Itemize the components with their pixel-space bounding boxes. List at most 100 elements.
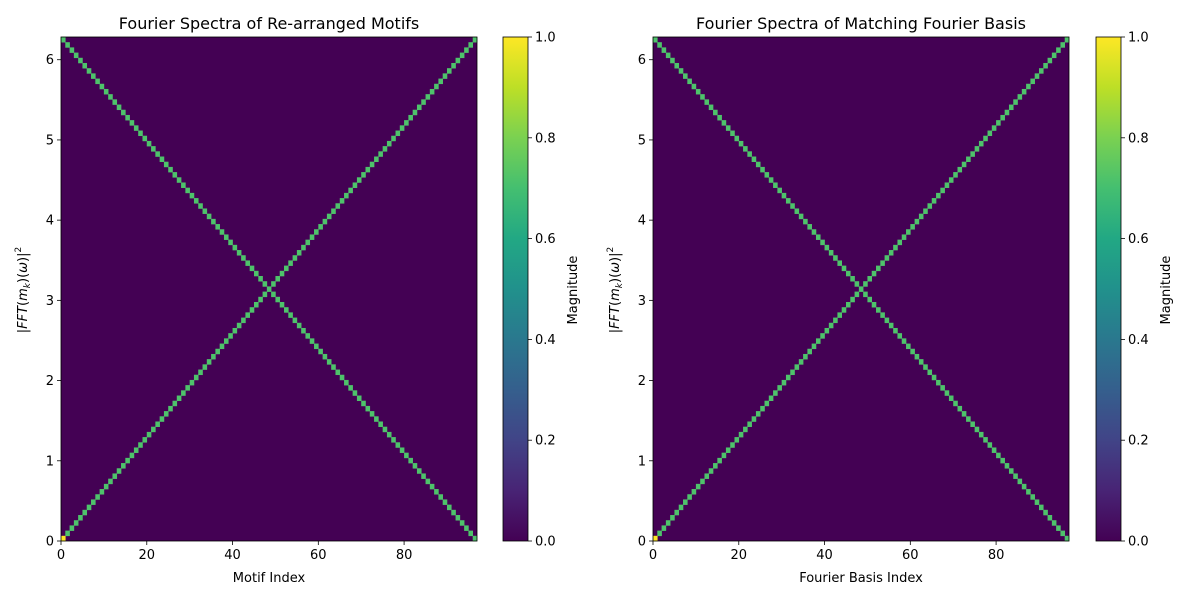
right-heatmap-cell — [948, 395, 954, 402]
right-heatmap-cell — [1056, 525, 1061, 531]
right-x-axis: 0 20 40 60 80 — [649, 541, 1005, 563]
left-colorbar-tick-label: 0.0 — [535, 535, 556, 550]
left-colorbar-frame — [502, 36, 529, 542]
right-heatmap-cell — [880, 312, 885, 318]
right-heatmap-cell — [713, 463, 718, 469]
left-heatmap-cell — [438, 78, 443, 85]
left-heatmap-cell — [228, 333, 233, 339]
left-y-axis: 0 1 2 3 4 5 6 — [46, 53, 61, 550]
left-y-tick-label: 5 — [46, 133, 54, 148]
left-y-tick-label: 4 — [46, 214, 54, 229]
right-heatmap-cell — [815, 234, 821, 240]
left-colorbar-tick-label: 0.8 — [535, 131, 556, 146]
left-colorbar-tick-label: 0.2 — [535, 434, 556, 449]
right-heatmap-cell — [691, 83, 697, 90]
left-heatmap-cell — [339, 198, 345, 204]
left-colorbar-label: Magnitude — [566, 256, 581, 325]
left-heatmap-cell — [391, 135, 396, 142]
left-heatmap-cell — [163, 411, 169, 417]
left-heatmap-cell — [185, 187, 190, 194]
right-heatmap-cell — [936, 379, 941, 386]
right-heatmap-cell — [957, 166, 963, 173]
left-heatmap-cell — [464, 47, 469, 53]
left-heatmap-cell — [382, 146, 388, 152]
right-heatmap-cell — [996, 120, 1001, 126]
left-heatmap-cell — [206, 213, 212, 220]
left-heatmap-cell — [133, 447, 139, 453]
right-heatmap-cell — [824, 244, 830, 251]
right-heatmap-cell — [845, 270, 851, 277]
right-heatmap-cell — [910, 348, 915, 355]
right-heatmap-cell — [991, 125, 997, 131]
left-heatmap-cell — [103, 483, 109, 490]
right-heatmap-cell — [653, 37, 658, 43]
left-heatmap-cell — [223, 234, 229, 240]
left-heatmap-cell — [163, 161, 169, 168]
left-heatmap-cell — [69, 525, 75, 531]
right-colorbar: 0.0 0.2 0.4 0.6 0.8 1.0 Magnitude — [1095, 31, 1174, 550]
right-heatmap-cell — [803, 353, 808, 360]
left-heatmap-cell — [438, 494, 443, 500]
right-heatmap-cell — [725, 125, 731, 131]
left-heatmap-cell — [103, 88, 109, 95]
left-y-tick-label: 2 — [46, 374, 54, 389]
left-heatmap-cell — [151, 146, 156, 152]
left-heatmap-cell — [271, 281, 276, 287]
right-heatmap-cell — [867, 276, 873, 282]
right-heatmap-cell — [974, 426, 980, 433]
right-heatmap-cell — [704, 473, 710, 479]
left-heatmap-cell — [348, 187, 353, 194]
right-heatmap-cell — [970, 151, 975, 157]
left-heatmap-cell — [455, 515, 461, 521]
right-heatmap-cell — [717, 457, 722, 464]
left-heatmap-cell — [61, 37, 66, 43]
right-heatmap-cell — [914, 353, 920, 360]
right-y-tick-label: 0 — [638, 535, 646, 550]
left-heatmap-cell — [116, 104, 122, 111]
right-heatmap-cell — [798, 359, 804, 365]
left-heatmap-cell — [399, 125, 405, 131]
right-heatmap-cell — [734, 135, 740, 142]
right-heatmap-cell — [876, 307, 881, 313]
right-heatmap-cell — [897, 333, 903, 339]
right-heatmap-cell — [683, 73, 688, 79]
right-colorbar-tick-label: 0.0 — [1128, 535, 1149, 550]
left-heatmap-cell — [374, 156, 379, 163]
left-heatmap-cell — [446, 68, 452, 74]
left-heatmap-cell — [344, 192, 349, 199]
left-heatmap-cell — [296, 250, 302, 256]
right-heatmap-cell — [738, 431, 744, 438]
right-colorbar-tick-label: 0.4 — [1128, 333, 1149, 348]
left-heatmap-cell — [211, 353, 216, 360]
right-heatmap-cell — [751, 156, 757, 163]
left-heatmap-cell — [352, 390, 358, 396]
right-heatmap-cell — [1047, 515, 1053, 521]
left-heatmap-cell — [446, 504, 452, 511]
left-heatmap-cell — [155, 151, 160, 157]
right-colorbar-tick-label: 1.0 — [1128, 31, 1149, 46]
right-heatmap-cell — [828, 322, 834, 329]
right-heatmap-cell — [824, 327, 830, 334]
left-x-axis-label: Motif Index — [233, 571, 306, 586]
left-heatmap-cell — [284, 307, 289, 313]
right-heatmap-cell — [738, 140, 744, 147]
left-heatmap-cell — [399, 447, 405, 453]
right-heatmap-cell — [777, 187, 782, 194]
right-heatmap-cell — [888, 322, 894, 329]
right-heatmap-cell — [768, 395, 774, 402]
left-heatmap-cell — [168, 166, 173, 173]
right-x-tick-label: 60 — [902, 548, 919, 563]
right-heatmap-cell — [893, 244, 898, 251]
left-heatmap-cell — [429, 483, 435, 490]
left-heatmap-cell — [249, 265, 255, 272]
right-heatmap-cell — [863, 291, 868, 298]
right-heatmap-cell — [760, 405, 765, 412]
right-heatmap-cell — [974, 146, 980, 152]
left-heatmap-cell — [279, 270, 285, 277]
left-x-tick-label: 0 — [57, 548, 65, 563]
right-x-tick-label: 80 — [988, 548, 1005, 563]
left-heatmap-cell — [129, 120, 135, 126]
left-heatmap-cell — [202, 208, 208, 214]
left-heatmap-cell — [189, 379, 195, 386]
